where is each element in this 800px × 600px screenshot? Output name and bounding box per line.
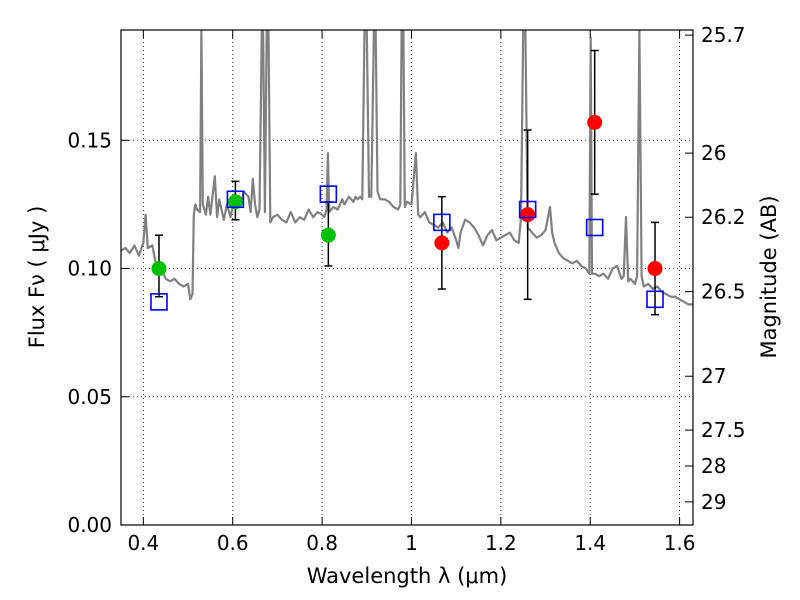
x-tick-label: 0.4 — [127, 531, 159, 555]
magnitude-tick-label: 29 — [701, 490, 726, 514]
x-tick-label: 1.2 — [485, 531, 517, 555]
x-tick-label: 0.8 — [306, 531, 338, 555]
model-square-point — [433, 213, 451, 232]
y-tick-label: 0.10 — [67, 257, 112, 281]
y-tick-label: 0.15 — [67, 128, 112, 152]
magnitude-tick-label: 25.7 — [701, 23, 746, 47]
measured-flux-point — [647, 261, 663, 277]
model-square-point — [646, 290, 664, 309]
magnitude-tick-label: 26.5 — [701, 280, 746, 304]
magnitude-tick-label: 26 — [701, 141, 726, 165]
model-square-point — [150, 293, 168, 311]
x-axis-label: Wavelength λ (μm) — [307, 564, 508, 588]
model-square-point — [226, 190, 245, 209]
plot-frame — [120, 29, 694, 526]
y-axis-label: Flux Fν ( μJy ) — [25, 206, 49, 349]
measured-flux-point — [227, 194, 243, 210]
measured-flux-point — [151, 261, 167, 277]
plot-background — [121, 30, 693, 525]
magnitude-tick-label: 27.5 — [701, 418, 746, 442]
magnitude-axis: 25.7 26 26.2 26.5 27 27.5 28 29 — [685, 23, 746, 514]
x-tick-label: 1.4 — [574, 531, 606, 555]
measured-flux-point — [587, 114, 603, 130]
y-tick-label: 0.05 — [67, 385, 112, 409]
measured-flux-point — [520, 207, 536, 223]
y2-axis-label: Magnitude (AB) — [757, 195, 781, 358]
model-square-point — [319, 185, 338, 203]
points-layer — [150, 49, 664, 316]
x-tick-label: 0.6 — [217, 531, 249, 555]
y-tick-label: 0.00 — [67, 513, 112, 537]
magnitude-tick-label: 28 — [701, 454, 726, 478]
measured-flux-point — [320, 227, 336, 243]
x-tick-label: 1 — [405, 531, 418, 555]
magnitude-tick-label: 26.2 — [701, 205, 746, 229]
y-axis: 0.00 0.05 0.10 0.15 — [67, 128, 129, 537]
x-tick-label: 1.6 — [664, 531, 696, 555]
x-axis: 0.4 0.6 0.8 1 1.2 1.4 1.6 — [127, 30, 696, 555]
magnitude-tick-label: 27 — [701, 364, 726, 388]
model-square-point — [518, 200, 537, 219]
model-square-point — [585, 218, 604, 237]
measured-flux-point — [434, 235, 450, 251]
